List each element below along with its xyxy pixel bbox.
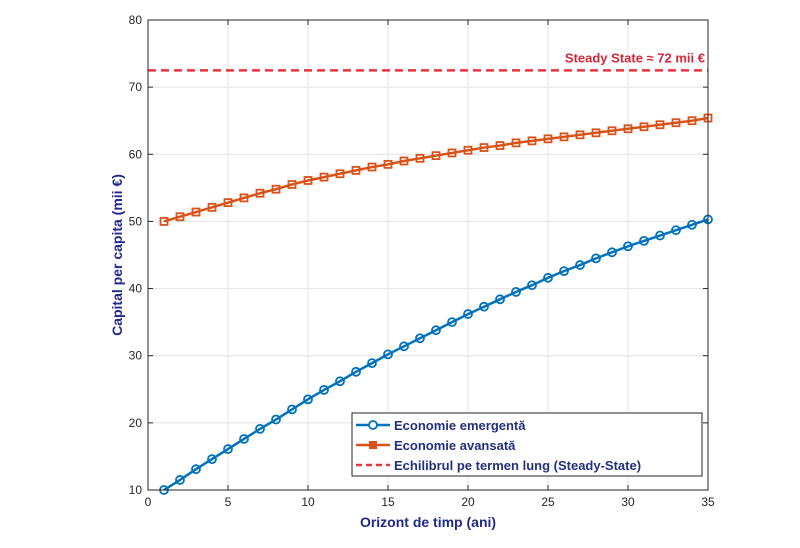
data-point-emergent bbox=[191, 464, 201, 475]
y-tick-label: 80 bbox=[129, 13, 143, 27]
data-point-emergent bbox=[287, 404, 297, 415]
data-point-emergent bbox=[351, 366, 361, 377]
series-line-advanced bbox=[163, 116, 709, 223]
legend-marker-circle bbox=[368, 420, 378, 430]
data-point-advanced bbox=[623, 124, 633, 134]
data-point-advanced bbox=[655, 120, 665, 130]
y-tick-label: 30 bbox=[129, 349, 143, 363]
data-point-emergent bbox=[447, 317, 457, 328]
legend-label: Echilibrul pe termen lung (Steady-State) bbox=[394, 458, 641, 473]
data-point-emergent bbox=[303, 394, 313, 405]
x-tick-label: 35 bbox=[701, 495, 715, 509]
data-point-emergent bbox=[479, 301, 489, 312]
data-point-advanced bbox=[607, 126, 617, 136]
data-point-emergent bbox=[575, 260, 585, 270]
x-tick-label: 20 bbox=[461, 495, 475, 509]
data-point-advanced bbox=[415, 153, 425, 163]
x-tick-label: 5 bbox=[225, 495, 232, 509]
data-point-emergent bbox=[239, 434, 249, 444]
data-point-emergent bbox=[367, 358, 377, 369]
data-point-advanced bbox=[367, 162, 377, 172]
data-point-advanced bbox=[383, 159, 393, 169]
data-point-emergent bbox=[607, 247, 617, 258]
series-lines bbox=[148, 69, 713, 495]
steady-state-annotation: Steady State ≈ 72 mii € bbox=[565, 50, 705, 65]
x-axis-label: Orizont de timp (ani) bbox=[360, 514, 496, 530]
x-tick-label: 30 bbox=[621, 495, 635, 509]
data-point-advanced bbox=[271, 184, 281, 194]
x-tick-label: 10 bbox=[301, 495, 315, 509]
data-point-advanced bbox=[447, 148, 457, 158]
legend: Economie emergentă Economie avansată Echil… bbox=[351, 412, 703, 477]
data-point-advanced bbox=[255, 188, 265, 198]
x-tick-label: 0 bbox=[145, 495, 152, 509]
data-point-advanced bbox=[687, 116, 697, 126]
data-point-emergent bbox=[511, 287, 521, 297]
data-point-emergent bbox=[223, 444, 233, 454]
data-point-emergent bbox=[655, 230, 665, 241]
x-tick-label: 25 bbox=[541, 495, 555, 509]
data-point-advanced bbox=[591, 128, 601, 138]
data-point-emergent bbox=[207, 454, 217, 465]
data-point-emergent bbox=[639, 235, 649, 246]
data-point-emergent bbox=[271, 414, 281, 425]
data-point-advanced bbox=[159, 217, 169, 226]
y-tick-label: 50 bbox=[129, 214, 143, 228]
y-tick-label: 70 bbox=[129, 80, 143, 94]
data-point-emergent bbox=[543, 272, 553, 283]
data-point-emergent bbox=[591, 253, 601, 264]
y-tick-label: 20 bbox=[129, 416, 143, 430]
data-point-advanced bbox=[399, 156, 409, 166]
legend-marker-square bbox=[369, 441, 377, 449]
legend-label: Economie avansată bbox=[394, 438, 516, 453]
data-point-emergent bbox=[671, 225, 681, 236]
data-point-emergent bbox=[383, 349, 393, 360]
data-point-advanced bbox=[559, 132, 569, 142]
data-point-advanced bbox=[575, 130, 585, 140]
y-axis-label: Capital per capita (mii €) bbox=[109, 174, 125, 336]
data-point-advanced bbox=[639, 122, 649, 132]
data-point-advanced bbox=[303, 176, 313, 185]
data-point-emergent bbox=[335, 376, 345, 387]
data-point-emergent bbox=[527, 280, 537, 291]
data-point-emergent bbox=[495, 294, 505, 305]
data-point-advanced bbox=[527, 136, 537, 146]
data-point-advanced bbox=[351, 165, 361, 175]
data-point-advanced bbox=[207, 202, 217, 212]
data-point-advanced bbox=[495, 141, 505, 150]
data-point-emergent bbox=[399, 341, 409, 352]
data-point-advanced bbox=[239, 193, 249, 203]
data-point-advanced bbox=[431, 151, 441, 161]
data-point-emergent bbox=[623, 241, 633, 252]
x-tick-label: 15 bbox=[381, 495, 395, 509]
data-point-advanced bbox=[335, 169, 345, 179]
data-point-advanced bbox=[191, 207, 201, 217]
data-point-advanced bbox=[463, 145, 473, 155]
legend-box bbox=[351, 412, 703, 477]
data-point-advanced bbox=[223, 198, 233, 208]
data-point-advanced bbox=[319, 172, 329, 182]
data-point-emergent bbox=[415, 333, 425, 344]
tick-labels: 0 5 10 15 20 25 30 35 10 20 30 40 50 60 70 80 bbox=[129, 13, 715, 509]
data-point-emergent bbox=[431, 325, 441, 336]
data-point-advanced bbox=[175, 212, 185, 222]
y-tick-label: 60 bbox=[129, 147, 143, 161]
legend-label: Economie emergentă bbox=[394, 418, 526, 433]
data-point-emergent bbox=[559, 266, 569, 277]
data-point-advanced bbox=[511, 138, 521, 148]
data-point-advanced bbox=[287, 180, 297, 189]
data-point-advanced bbox=[479, 143, 489, 152]
data-point-advanced bbox=[543, 134, 553, 144]
series-line-emergent bbox=[163, 218, 709, 492]
y-tick-label: 10 bbox=[129, 483, 143, 497]
data-point-emergent bbox=[175, 475, 185, 485]
y-tick-label: 40 bbox=[129, 282, 143, 296]
data-point-emergent bbox=[687, 219, 697, 230]
data-point-emergent bbox=[319, 385, 329, 395]
data-point-emergent bbox=[255, 423, 265, 434]
plot-frame bbox=[147, 19, 709, 491]
data-point-advanced bbox=[671, 118, 681, 128]
data-point-emergent bbox=[463, 309, 473, 319]
